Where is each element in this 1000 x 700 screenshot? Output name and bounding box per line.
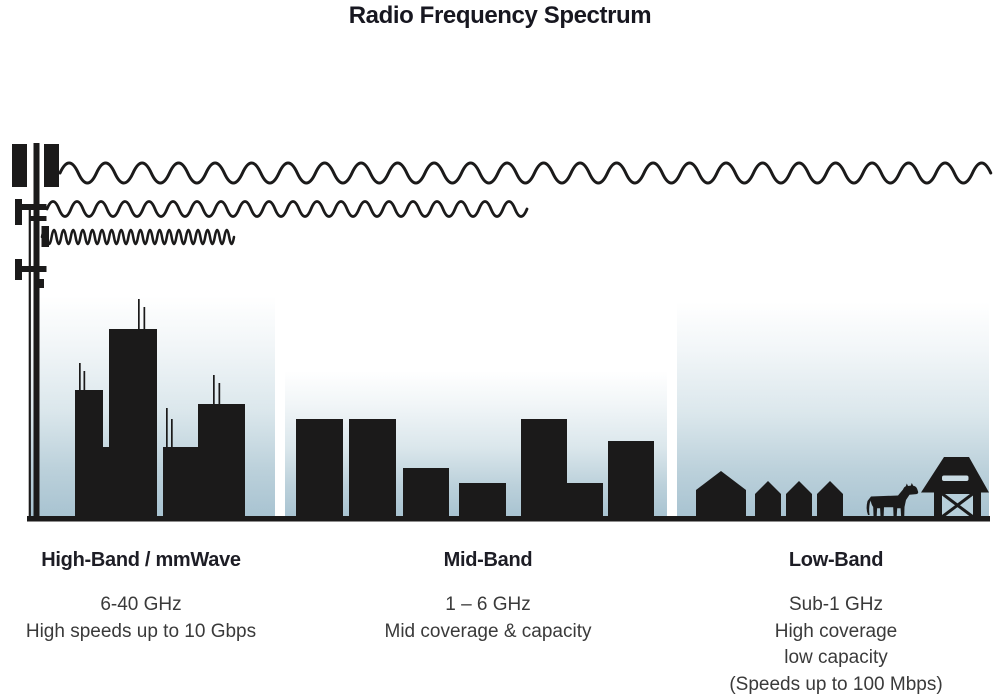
building-icon [349,419,396,519]
mid-band-frequency: 1 – 6 GHz [445,594,531,615]
house-icon [817,481,843,518]
high-band-skyline [75,299,245,519]
antenna-icon [143,307,146,330]
high-band-frequency: 6-40 GHz [100,594,182,615]
antenna-icon [218,383,221,405]
antenna-icon [138,299,140,330]
mid-band-description: Mid coverage & capacity [384,620,592,642]
low-band-label-block: Low-Band Sub-1 GHz High coverage low cap… [711,548,961,698]
mid-band-wave-icon [45,200,529,218]
mid-band-skyline [296,419,654,519]
building-icon [101,447,111,519]
cow-icon [866,483,919,518]
building-icon [521,419,567,519]
low-band-description-2: low capacity [784,647,888,668]
low-band-description-1: High coverage [774,620,898,642]
low-band-farm [696,457,989,520]
high-band-description: High speeds up to 10 Gbps [25,620,257,642]
cell-tower-icon [12,143,59,517]
page-title: Radio Frequency Spectrum [348,2,652,29]
antenna-icon [171,419,173,448]
low-band-frequency: Sub-1 GHz [789,594,883,615]
antenna-icon [213,375,215,405]
high-band-label-block: High-Band / mmWave 6-40 GHz High speeds … [16,548,266,645]
house-icon [696,471,746,518]
building-icon [75,390,103,519]
antenna-icon [166,408,168,448]
mid-band-label-block: Mid-Band 1 – 6 GHz Mid coverage & capaci… [363,548,613,645]
high-band-heading: High-Band / mmWave [41,549,241,571]
building-icon [109,329,157,519]
house-icon [786,481,812,518]
high-band-wave-icon [40,228,236,246]
antenna-icon [83,371,86,391]
low-band-description-3: (Speeds up to 100 Mbps) [729,673,943,695]
building-icon [198,404,245,519]
barn-icon [921,457,989,520]
low-band-heading: Low-Band [788,549,884,571]
ground-line [27,516,990,522]
house-icon [755,481,781,518]
building-icon [608,441,654,519]
mid-band-heading: Mid-Band [443,549,533,571]
low-band-wave-icon [58,161,993,185]
building-icon [296,419,343,519]
building-icon [459,483,506,519]
building-icon [567,483,603,519]
building-icon [403,468,449,519]
antenna-icon [79,363,81,391]
building-icon [163,447,198,519]
